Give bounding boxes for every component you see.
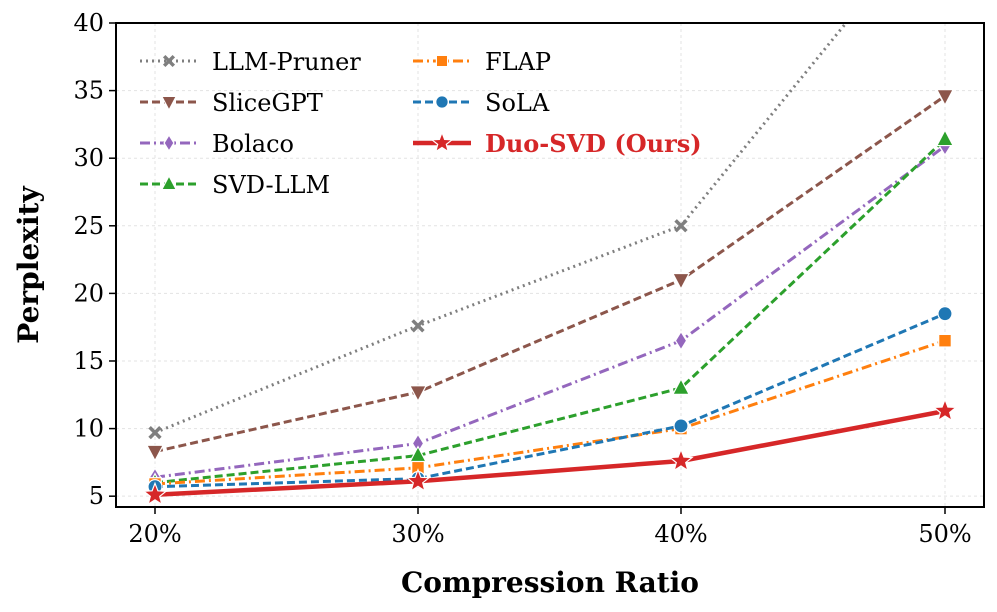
legend-label-sola: SoLA [485,89,550,117]
data-point-slicegpt [935,89,955,107]
x-axis-label: Compression Ratio [401,566,699,599]
y-tick-label: 5 [89,482,104,510]
legend-marker-slicegpt [160,95,178,112]
legend: LLM-Pruner SliceGPT Bolaco SVD-LLM FLAP SoLA D… [140,48,702,199]
legend-item-flap: FLAP [413,48,551,76]
x-tick-label: 50% [918,520,971,548]
data-point-slicegpt [408,385,428,403]
data-point-slicegpt [671,272,691,291]
data-point-flap [938,333,952,348]
legend-item-duo_svd: Duo-SVD (Ours) [413,129,702,158]
legend-label-flap: FLAP [485,48,551,76]
series-line-bolaco [154,144,946,479]
y-tick-label: 15 [73,347,104,375]
legend-marker-svd_llm [160,174,178,191]
data-point-duo_svd [932,397,958,422]
plot-frame [115,22,985,508]
series-line-llm_pruner [154,23,848,434]
data-point-svd_llm [671,377,691,395]
data-point-svd_llm [935,128,955,147]
series-line-sola [154,312,946,489]
y-axis-label: Perplexity [12,186,45,344]
x-tick-label: 20% [128,520,181,548]
legend-label-svd_llm: SVD-LLM [212,171,330,199]
legend-marker-llm_pruner [162,54,176,68]
y-tick-label: 20 [73,279,104,307]
y-tick-label: 35 [73,77,104,105]
y-tick-label: 25 [73,212,104,240]
x-tick-label: 30% [391,520,444,548]
x-axis: 20% 30% 40% 50% [128,507,972,548]
data-point-llm_pruner [148,426,162,440]
series-line-duo_svd [154,408,946,498]
legend-marker-flap [435,54,449,68]
legend-label-bolaco: Bolaco [212,130,294,158]
data-point-llm_pruner [674,219,688,233]
y-tick-label: 40 [73,9,104,37]
legend-marker-sola [435,95,449,109]
data-point-duo_svd [142,481,168,506]
y-axis: 5 10 15 20 25 30 35 40 [73,9,116,510]
series-slicegpt [145,89,955,462]
legend-marker-duo_svd [430,130,454,153]
legend-item-slicegpt: SliceGPT [140,89,323,117]
series-duo_svd [142,397,958,506]
series-flap [148,333,952,491]
data-point-slicegpt [145,444,165,462]
x-tick-label: 40% [654,520,707,548]
data-point-bolaco [674,330,688,351]
data-point-llm_pruner [411,319,425,333]
legend-item-svd_llm: SVD-LLM [140,171,330,199]
legend-marker-bolaco [163,133,175,153]
data-point-duo_svd [405,468,431,493]
series-layer [142,23,958,506]
legend-item-bolaco: Bolaco [140,130,294,158]
series-llm_pruner [148,23,848,440]
y-tick-label: 30 [73,144,104,172]
series-line-slicegpt [154,94,946,454]
data-point-sola [937,306,953,322]
series-line-svd_llm [154,138,947,485]
y-tick-label: 10 [73,415,104,443]
legend-item-sola: SoLA [413,89,550,117]
data-point-duo_svd [668,447,694,472]
legend-label-llm_pruner: LLM-Pruner [212,48,361,76]
legend-label-duo_svd: Duo-SVD (Ours) [485,129,702,158]
series-line-flap [154,339,946,486]
legend-label-slicegpt: SliceGPT [212,89,323,117]
legend-item-llm_pruner: LLM-Pruner [140,48,361,76]
data-point-sola [673,418,689,434]
